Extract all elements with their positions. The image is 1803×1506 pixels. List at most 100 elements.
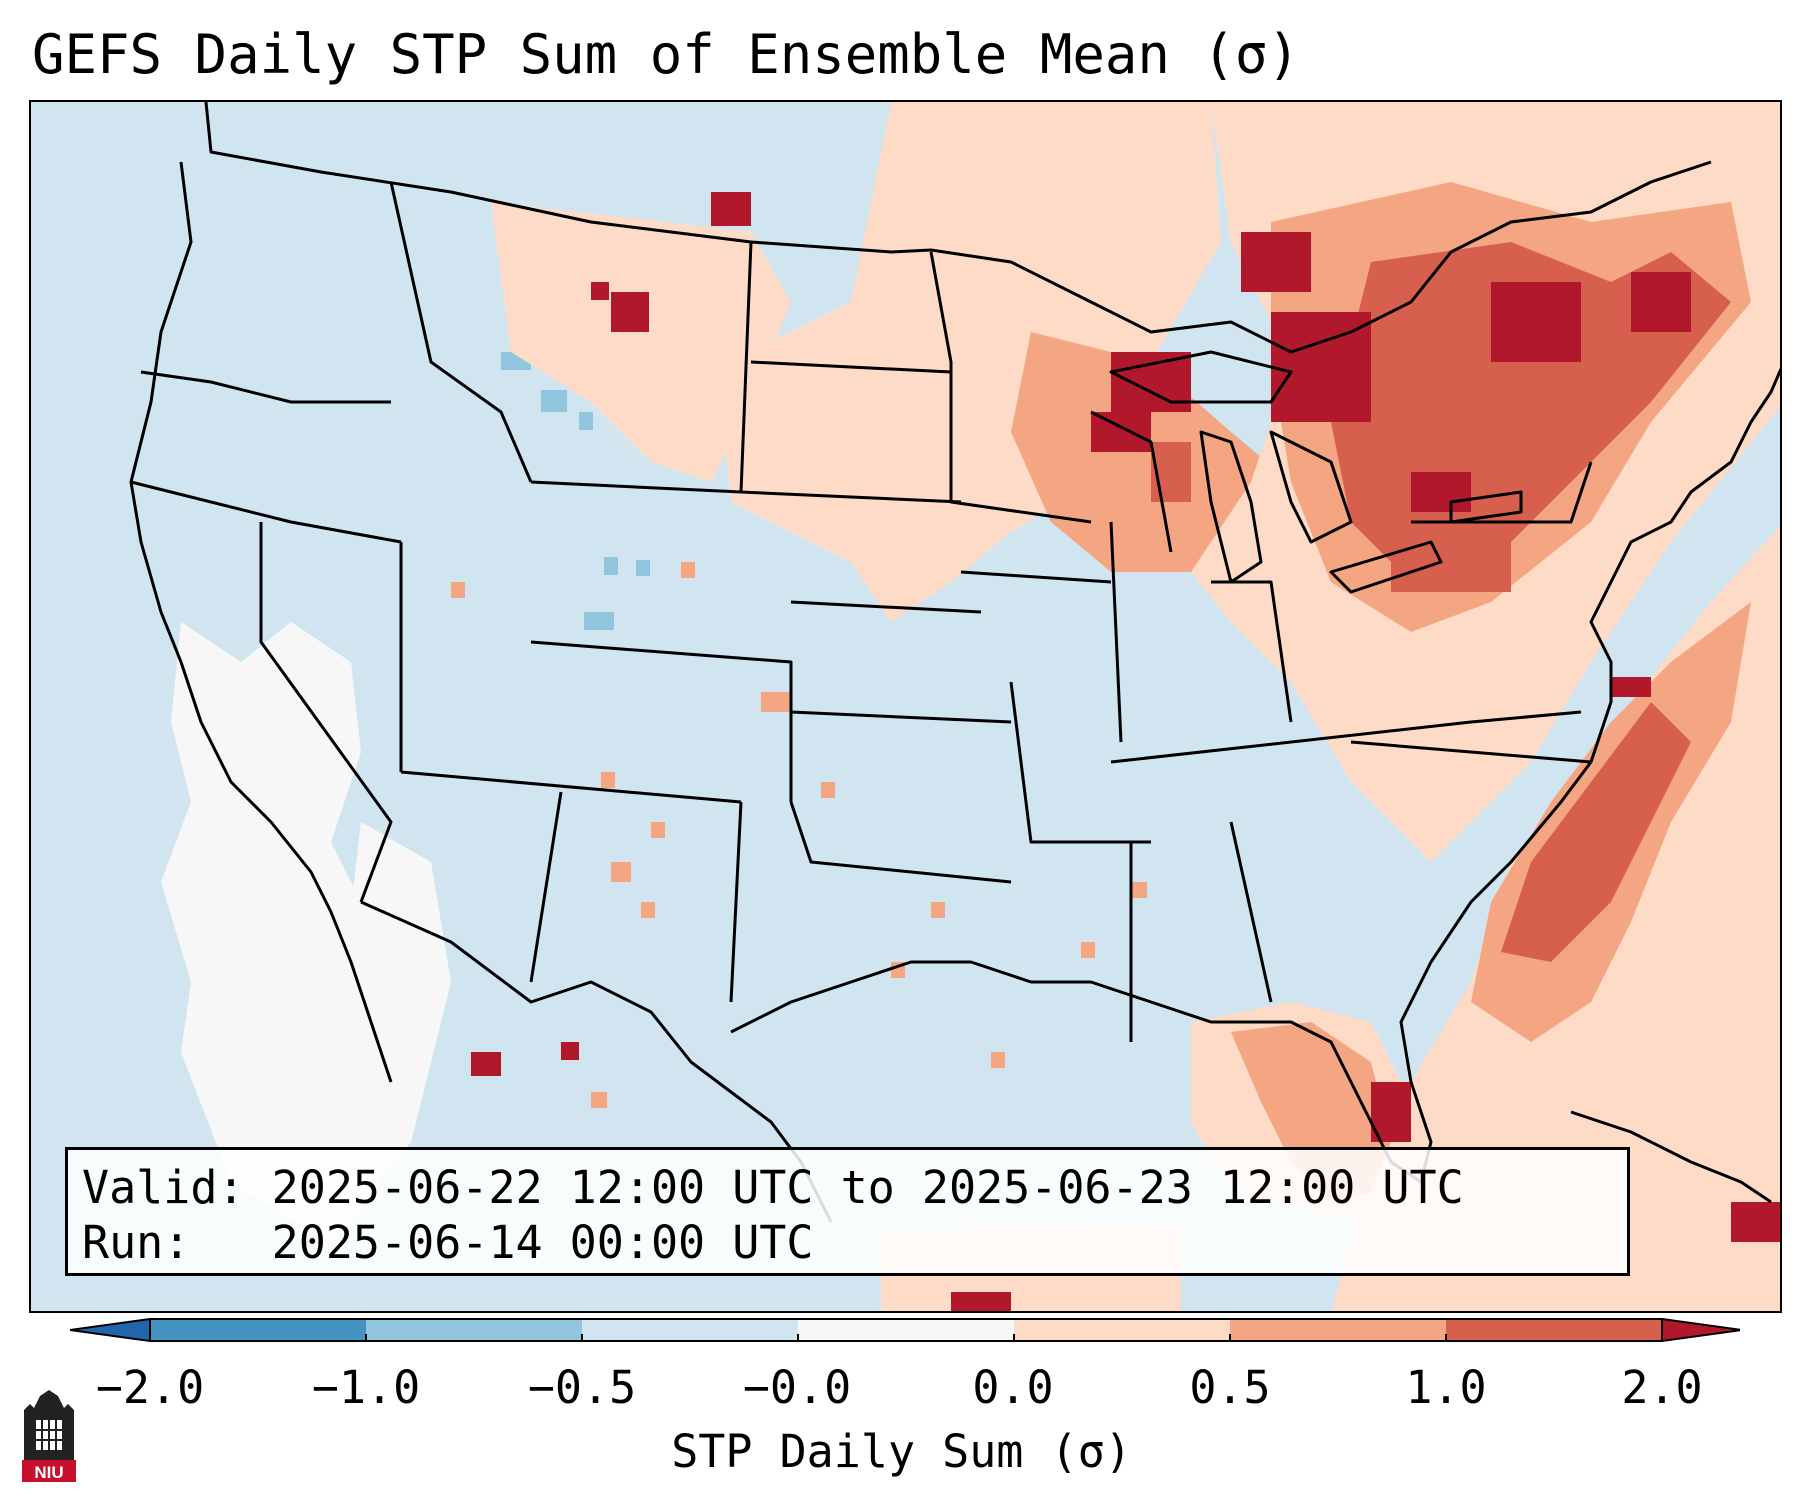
scatter-cell: [931, 902, 945, 918]
scatter-cell: [591, 1092, 607, 1108]
neg-cell-co-2: [636, 560, 650, 576]
colorbar-tick-label: 0.5: [1189, 1361, 1271, 1414]
border-tn-ky: [1110, 710, 1582, 764]
map-panel[interactable]: [29, 100, 1782, 1313]
border-ia-mo: [960, 570, 1112, 584]
high-value-cells: [471, 192, 1780, 1311]
border-ok-tx: [789, 801, 1012, 884]
cuba-outline: [1570, 1110, 1772, 1204]
stp-anomaly-map: [129, 102, 1780, 1311]
colorbar: [70, 1318, 1740, 1343]
border-wa-or: [140, 370, 391, 404]
scatter-cell: [991, 1052, 1005, 1068]
colorbar-label: STP Daily Sum (σ): [671, 1425, 1132, 1478]
colorbar-tick-label: 0.0: [972, 1361, 1054, 1414]
colorbar-segment: [1446, 1319, 1662, 1341]
border-co-ne-ks: [530, 640, 793, 802]
cell-quebec: [1491, 282, 1581, 362]
cell-mt-1: [611, 292, 649, 332]
scatter-cell: [651, 822, 665, 838]
border-ut-az: [400, 770, 742, 804]
rio-grande-border: [360, 900, 833, 1223]
lake-huron: [1269, 430, 1353, 544]
scatter-cell: [641, 902, 655, 918]
colorbar-tick-label: −0.5: [527, 1361, 637, 1414]
cell-ontario: [1241, 232, 1311, 292]
lake-erie: [1329, 540, 1443, 594]
map-title: GEFS Daily STP Sum of Ensemble Mean (σ): [32, 23, 1300, 86]
scatter-cell: [451, 582, 465, 598]
cell-nc: [1611, 677, 1651, 697]
colorbar-tick-label: −1.0: [311, 1361, 421, 1414]
scatter-cell: [681, 562, 695, 578]
cell-mt-3: [591, 282, 609, 300]
negative-anomaly-areas: [161, 352, 650, 1242]
scatter-cell: [1081, 942, 1095, 958]
scatter-cell: [611, 862, 631, 882]
border-mt-nd: [739, 241, 753, 493]
neg-cell-co-3: [584, 612, 614, 630]
lake-ontario: [1449, 490, 1523, 524]
validity-info-box: Valid: 2025-06-22 12:00 UTC to 2025-06-2…: [65, 1147, 1630, 1276]
border-va-nc: [1350, 740, 1592, 764]
cell-mt-2: [711, 192, 751, 226]
border-ne-ks: [790, 600, 982, 614]
lake-superior: [1109, 350, 1293, 404]
border-wy-co: [530, 480, 742, 494]
cell-ny: [1441, 422, 1491, 462]
border-id-mt: [389, 181, 533, 483]
cell-caribbean: [1731, 1202, 1780, 1242]
border-wi-mi: [1090, 410, 1173, 553]
scatter-cell: [761, 692, 791, 712]
border-pa-ny: [1411, 461, 1593, 524]
run-time-text: Run: 2025-06-14 00:00 UTC: [82, 1216, 814, 1269]
sw-neutral-area: [331, 822, 451, 1202]
neg-cell-wy-3: [579, 412, 593, 430]
cell-pa: [1411, 472, 1471, 512]
logo-window-grid: [36, 1420, 62, 1450]
cell-pa-2: [1391, 522, 1511, 592]
pacific-coast: [129, 161, 393, 1083]
atlantic-high-area: [1501, 702, 1691, 962]
border-sd-ne: [740, 490, 962, 504]
colorbar-tick-label: −0.0: [742, 1361, 852, 1414]
midwest-light-area: [721, 102, 1221, 622]
positive-anomaly-areas: [491, 102, 1780, 1311]
border-al-ga: [1229, 821, 1273, 1003]
cell-gulf-s: [951, 1292, 1011, 1311]
colorbar-segment: [1230, 1319, 1446, 1341]
lake-michigan: [1199, 430, 1263, 584]
niu-building-icon: NIU: [22, 1390, 76, 1482]
colorbar-segment: [150, 1319, 366, 1341]
gulf-coast: [730, 761, 1593, 1184]
border-or-ca-nv: [130, 480, 402, 544]
colorbar-segment: [798, 1319, 1014, 1341]
political-boundaries: [129, 102, 1780, 1223]
neg-cell-co-1: [604, 557, 618, 575]
cell-new-england: [1631, 272, 1691, 332]
neg-cell-wy-2: [541, 390, 567, 412]
border-mn: [929, 251, 1092, 524]
scattered-cells: [451, 562, 1147, 1108]
scatter-cell: [1131, 882, 1147, 898]
colorbar-tick-label: −2.0: [95, 1361, 205, 1414]
colorbar-border: [149, 1318, 1663, 1342]
colorbar-extend-low: [70, 1318, 151, 1343]
border-ks-ok: [790, 710, 1012, 724]
colorbar-extend-high: [1661, 1318, 1740, 1343]
us-canada-border: [204, 102, 1712, 354]
border-ca-nv: [259, 522, 393, 903]
border-mo-ar: [1009, 681, 1151, 844]
colorbar-segment: [582, 1319, 798, 1341]
logo-banner: [22, 1460, 76, 1482]
scatter-cell: [821, 782, 835, 798]
cell-mexico-1: [471, 1052, 501, 1076]
colorbar-tick-label: 1.0: [1405, 1361, 1487, 1414]
border-nd-sd: [750, 360, 952, 374]
logo-text: NIU: [34, 1463, 63, 1482]
border-nm-tx: [729, 801, 743, 1003]
border-il-in: [1109, 521, 1123, 743]
atlantic-coast: [1589, 367, 1780, 763]
cell-mexico-2: [561, 1042, 579, 1060]
valid-time-text: Valid: 2025-06-22 12:00 UTC to 2025-06-2…: [82, 1161, 1464, 1214]
